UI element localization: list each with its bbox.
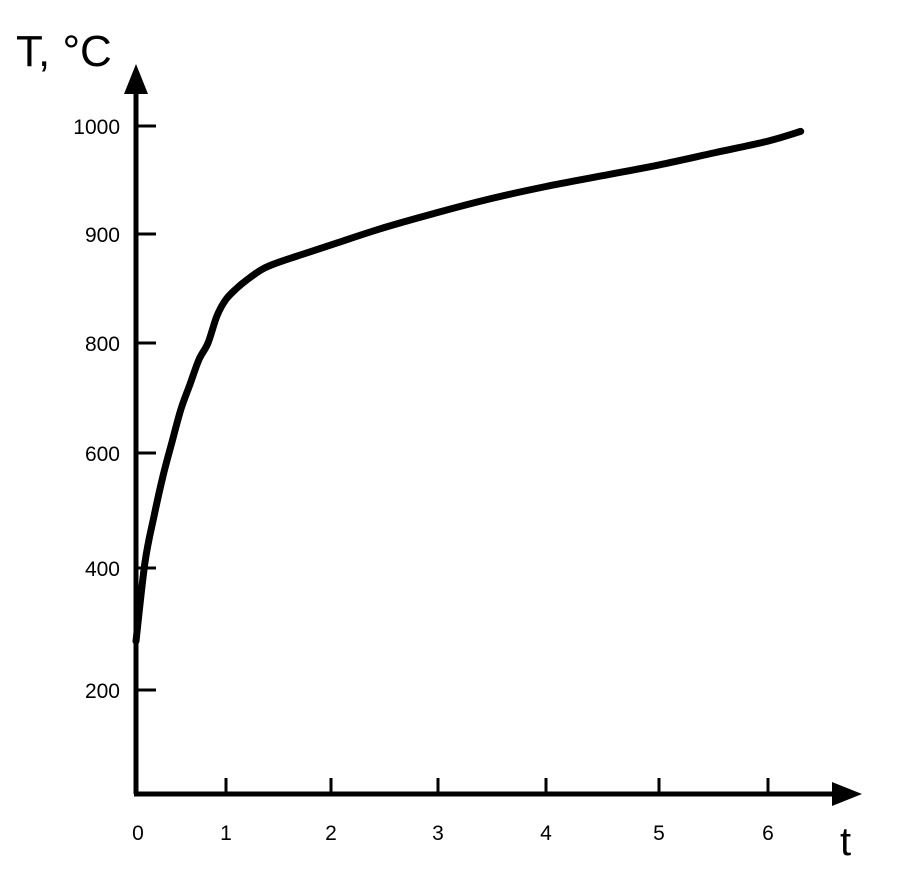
y-tick-label: 400: [85, 558, 120, 581]
x-tick-label: 6: [762, 822, 774, 845]
y-tick-label: 200: [85, 680, 120, 703]
y-axis-title: T, °C: [16, 27, 112, 76]
y-tick-label: 900: [85, 224, 120, 247]
y-tick-label: 1000: [73, 116, 120, 139]
y-axis: [124, 64, 148, 794]
x-tick-label: 5: [653, 822, 665, 845]
x-tick-label: 2: [325, 822, 337, 845]
x-ticks: 0 1 2 3 4 5 6: [132, 778, 774, 845]
x-axis: [134, 782, 862, 806]
x-tick-label: 4: [540, 822, 552, 845]
x-axis-arrow: [832, 782, 862, 806]
x-tick-label: 0: [132, 822, 144, 845]
y-tick-label: 600: [85, 443, 120, 466]
x-axis-title: t: [840, 820, 851, 864]
y-ticks: 200 400 600 800 900 1000: [73, 116, 156, 703]
x-tick-label: 1: [220, 822, 232, 845]
x-tick-label: 3: [432, 822, 444, 845]
y-axis-arrow: [124, 64, 148, 94]
series-line: [132, 127, 805, 645]
y-tick-label: 800: [85, 333, 120, 356]
